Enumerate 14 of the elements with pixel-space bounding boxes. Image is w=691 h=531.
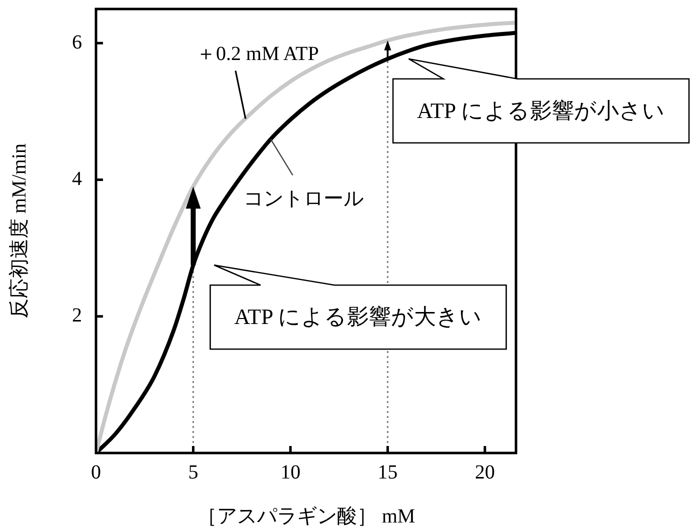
x-axis-title: ［アスパラギン酸］ mM [196, 505, 416, 528]
annotation: ATP による影響が大きい [234, 304, 482, 330]
x-tick-label: 20 [474, 461, 495, 484]
x-tick-label: 10 [280, 461, 300, 484]
y-tick-label: 2 [72, 304, 82, 327]
series-label: ＋0.2 mM ATP [196, 42, 319, 65]
x-tick-label: 5 [188, 461, 198, 484]
annotation: ATP による影響が小さい [417, 98, 665, 124]
y-tick-label: 6 [72, 31, 82, 54]
x-tick-label: 0 [91, 461, 101, 484]
y-axis-title: 反応初速度 mM/min [7, 143, 30, 319]
series-label: コントロール [244, 188, 364, 210]
y-tick-label: 4 [72, 168, 82, 190]
x-tick-label: 15 [378, 461, 398, 484]
